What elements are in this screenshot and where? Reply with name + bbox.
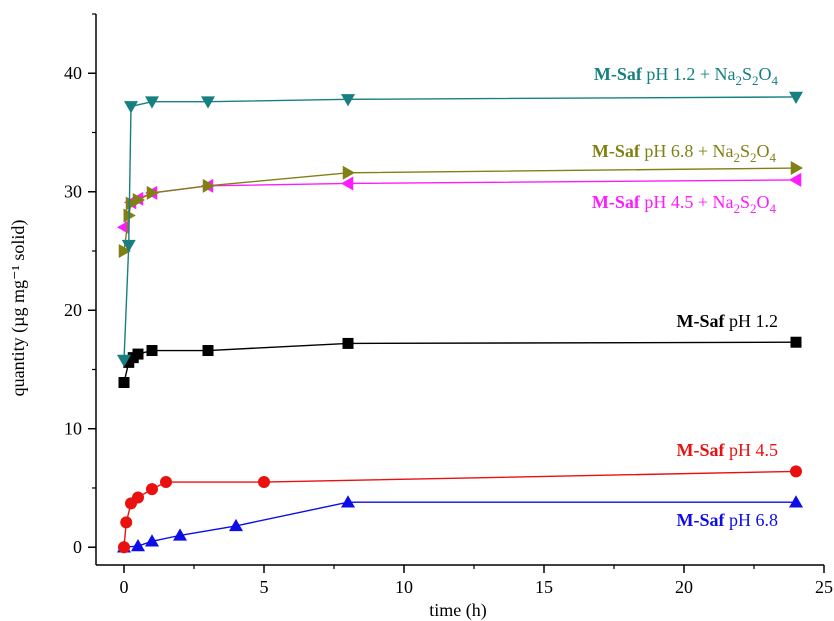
data-point (258, 476, 270, 489)
data-point (131, 539, 145, 552)
data-point (118, 541, 130, 554)
series-label: M-Saf pH 4.5 (677, 440, 779, 460)
data-point (789, 91, 803, 104)
series-label: M-Saf pH 6.8 + Na2S2O4 (592, 141, 777, 165)
data-point (789, 172, 802, 187)
series-label: M-Saf pH 1.2 + Na2S2O4 (594, 64, 779, 88)
series-label-text: pH 6.8 (725, 510, 779, 530)
data-point (146, 185, 159, 200)
data-point (342, 337, 354, 349)
series-label: M-Saf pH 1.2 (677, 311, 779, 331)
data-point (790, 161, 803, 176)
plot-area (117, 91, 803, 554)
subscript: 2 (750, 201, 757, 216)
y-tick-label: 0 (73, 537, 82, 557)
data-point (201, 96, 215, 109)
data-point (790, 336, 802, 348)
data-point (118, 377, 130, 389)
data-point (173, 528, 187, 541)
data-point (341, 94, 355, 107)
series-label-text: pH 4.5 (725, 440, 779, 460)
data-point (132, 348, 144, 360)
data-point (124, 101, 138, 114)
data-point (202, 345, 214, 357)
axes: 0 5 10 15 20 25 0 10 20 30 40 (64, 13, 833, 597)
data-point (789, 495, 803, 508)
y-tick-label: 20 (64, 300, 82, 320)
data-point (790, 465, 802, 478)
data-point (160, 476, 172, 489)
x-tick-label: 5 (260, 577, 269, 597)
series-label-text: pH 1.2 (725, 311, 779, 331)
series-label-text: S (740, 141, 750, 161)
data-point (118, 243, 131, 258)
subscript: 4 (770, 150, 777, 165)
x-tick-label: 10 (395, 577, 413, 597)
series-label-text: O (759, 64, 772, 84)
y-tick-label: 10 (64, 419, 82, 439)
subscript: 2 (735, 73, 742, 88)
series-label-text: O (757, 192, 770, 212)
data-point (342, 165, 355, 180)
x-tick-label: 20 (675, 577, 693, 597)
series-label-bold: M-Saf (592, 141, 641, 161)
y-tick-label: 40 (64, 63, 82, 83)
series-label-bold: M-Saf (677, 510, 726, 530)
data-point (132, 193, 145, 208)
series-label: M-Saf pH 4.5 + Na2S2O4 (592, 192, 777, 216)
series-label-text: S (742, 64, 752, 84)
subscript: 2 (752, 73, 759, 88)
series (118, 336, 802, 389)
series-label-text: O (757, 141, 770, 161)
series-label-bold: M-Saf (677, 440, 726, 460)
series-label-text: pH 4.5 + Na (640, 192, 734, 212)
data-point (132, 491, 144, 504)
data-point (145, 96, 159, 109)
data-point (120, 516, 133, 529)
series (118, 465, 802, 554)
series-label-text: pH 1.2 + Na (642, 64, 736, 84)
data-point (145, 534, 159, 547)
x-tick-label: 15 (535, 577, 553, 597)
subscript: 2 (733, 150, 740, 165)
data-point (341, 176, 354, 191)
series-label-bold: M-Saf (677, 311, 726, 331)
series-label: M-Saf pH 6.8 (677, 510, 779, 530)
series (117, 91, 803, 368)
y-tick-label: 30 (64, 182, 82, 202)
x-tick-label: 0 (120, 577, 129, 597)
data-point (341, 495, 355, 508)
data-point (146, 483, 158, 496)
subscript: 4 (772, 73, 779, 88)
series-label-bold: M-Saf (594, 64, 643, 84)
subscript: 4 (770, 201, 777, 216)
series-line (123, 341, 797, 383)
data-point (202, 178, 215, 193)
x-axis-label: time (h) (429, 600, 486, 621)
subscript: 2 (733, 201, 740, 216)
series-label-bold: M-Saf (592, 192, 641, 212)
subscript: 2 (750, 150, 757, 165)
data-point (121, 239, 136, 253)
x-tick-label: 25 (815, 577, 833, 597)
data-point (117, 354, 131, 368)
series-label-text: S (740, 192, 750, 212)
series-label-text: pH 6.8 + Na (640, 141, 734, 161)
data-point (229, 518, 243, 532)
data-point (146, 345, 158, 357)
y-axis-label: quantity (µg mg⁻¹ solid) (8, 220, 29, 397)
